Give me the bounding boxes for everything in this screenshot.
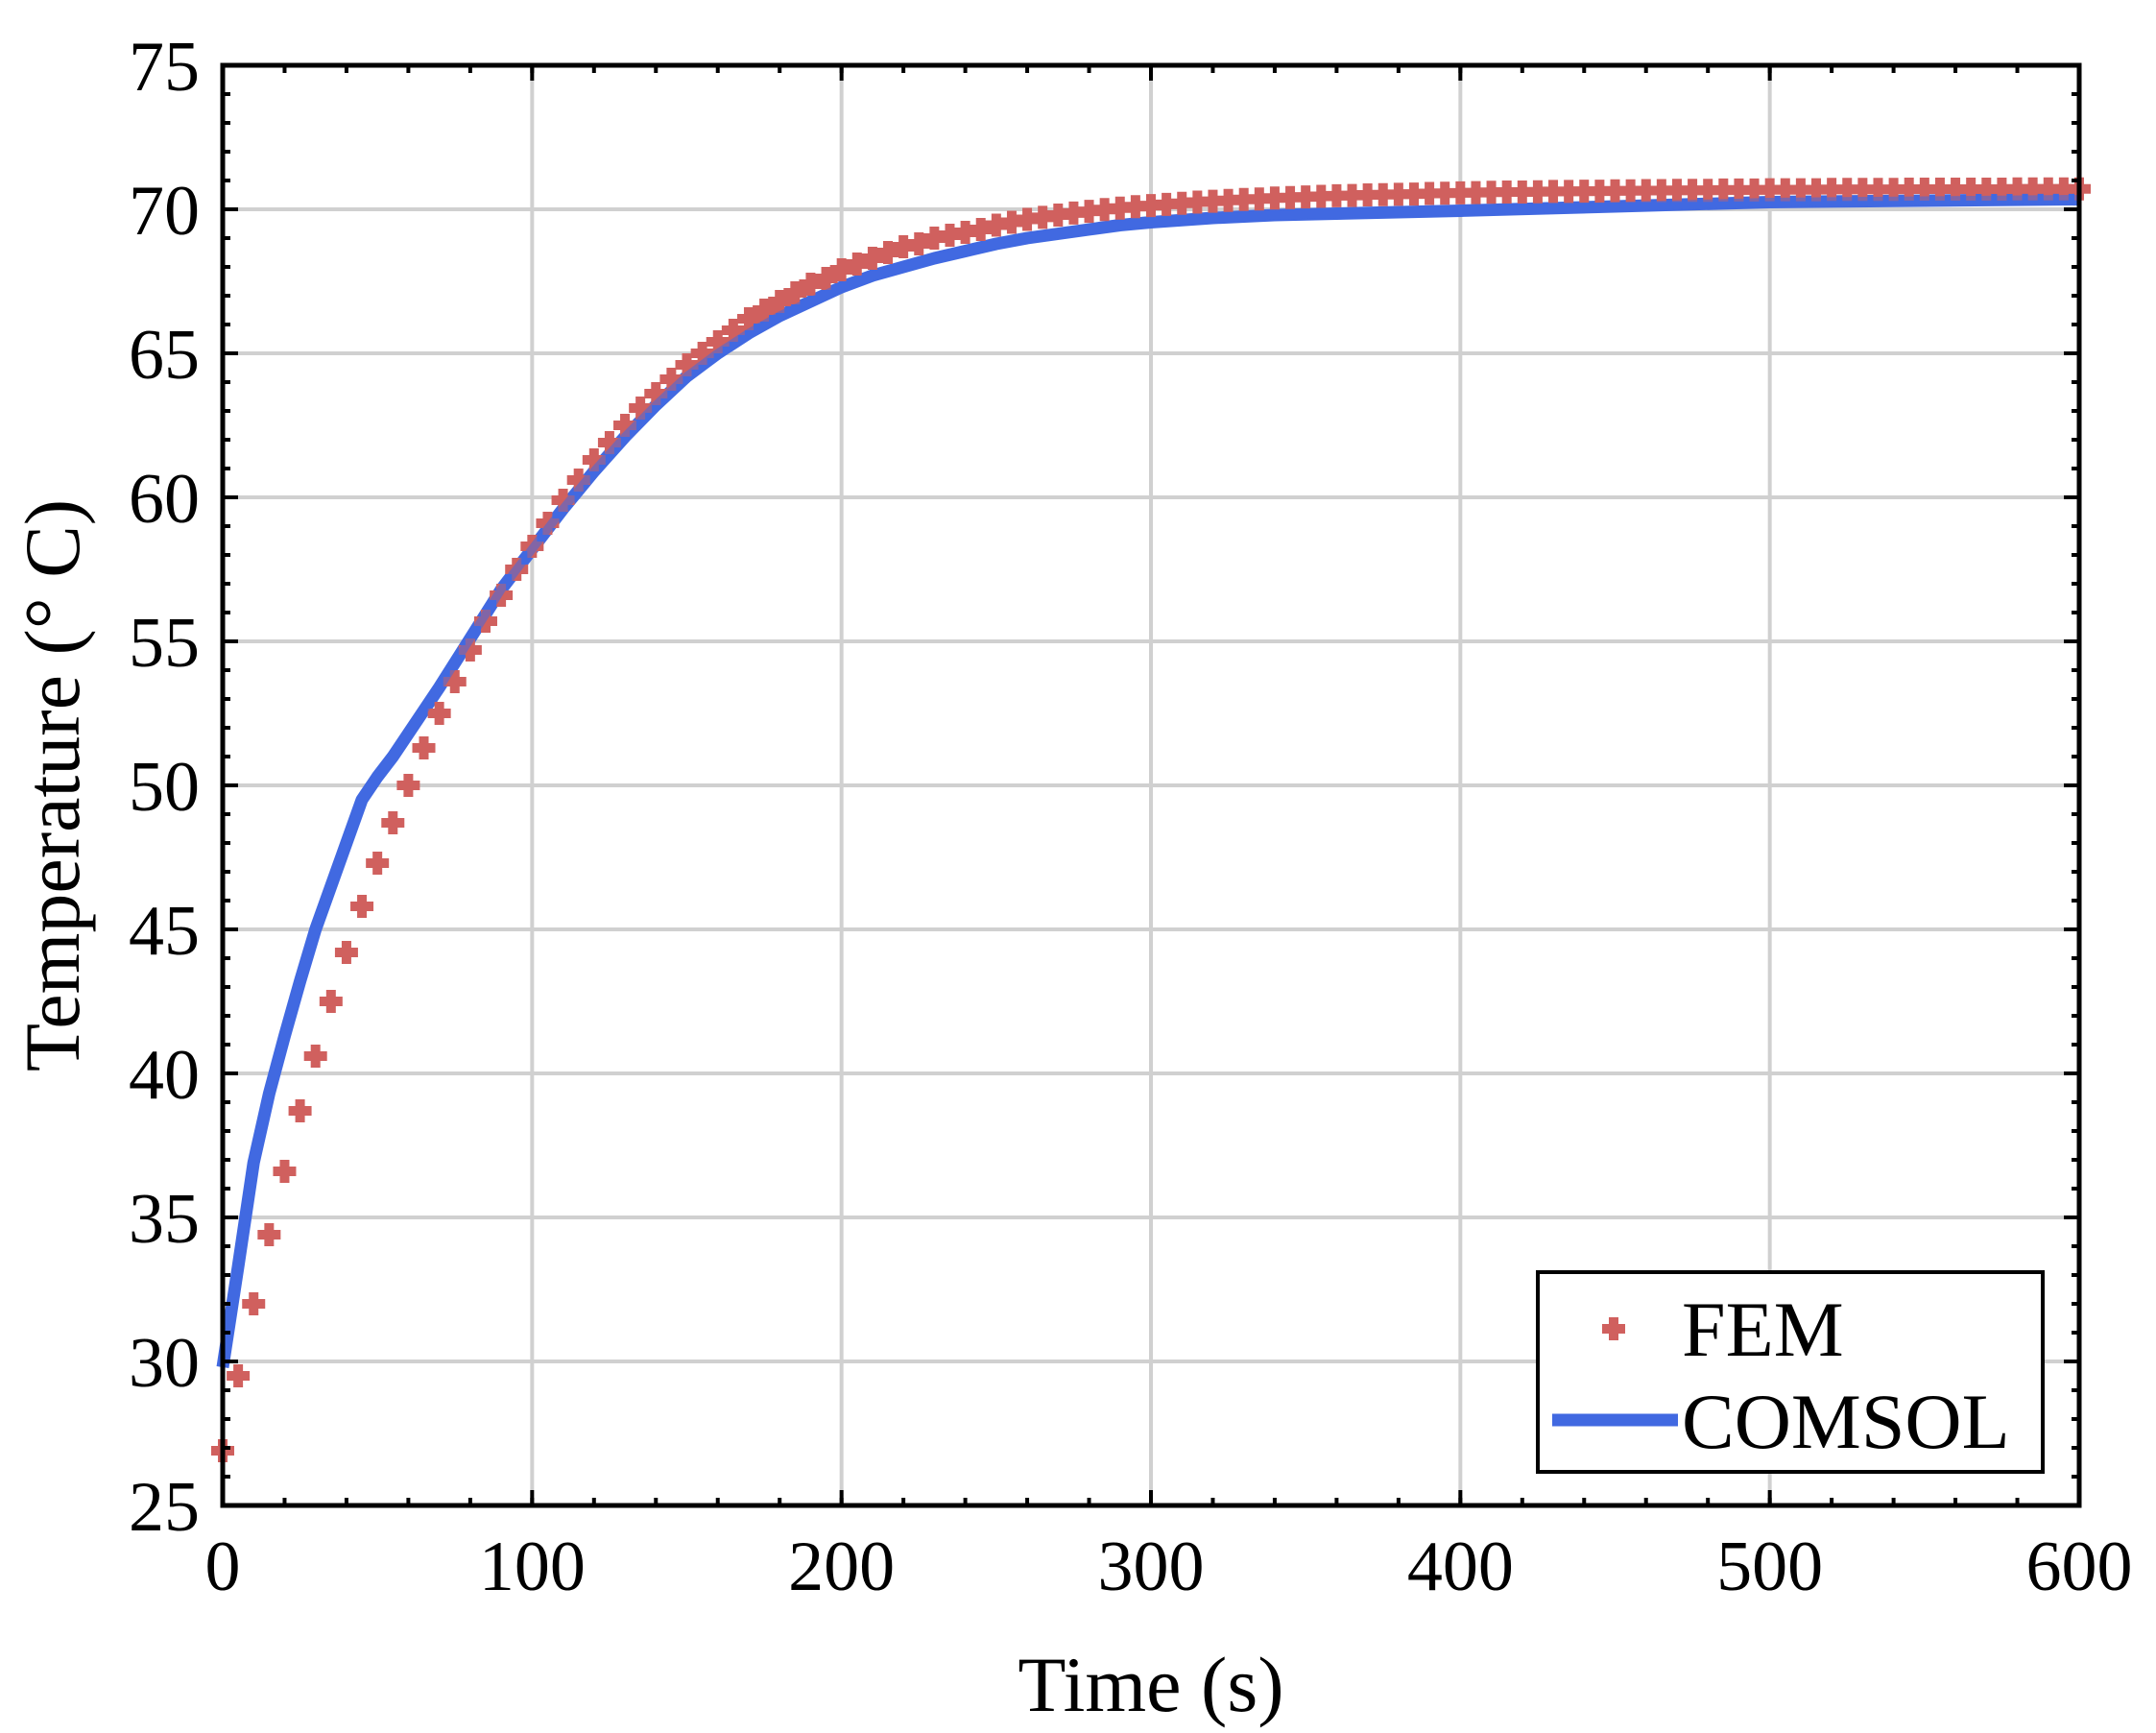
legend-fem-plus [1602,1317,1625,1340]
y-axis-label: Temperature (° C) [9,499,96,1071]
fem-point [334,941,358,964]
series-comsol-line-overlay [218,195,2080,1368]
legend: FEM COMSOL [1536,1270,2045,1474]
y-tick-label: 75 [129,28,200,107]
x-tick-label: 300 [1098,1528,1205,1606]
x-tick-label: 200 [788,1528,895,1606]
fem-point [319,990,343,1013]
x-tick-label: 400 [1407,1528,1514,1606]
fem-point [288,1099,312,1122]
y-tick-label: 35 [129,1180,200,1259]
legend-box [1536,1270,2045,1474]
fem-point [396,774,420,797]
fem-point [860,247,884,270]
fem-point [427,702,451,725]
fem-point [227,1364,251,1387]
y-tick-label: 50 [129,748,200,827]
legend-fem-marker [1602,1317,1625,1340]
fem-point [257,1223,281,1246]
plot-frame [220,62,2082,1508]
y-tick-label: 70 [129,172,200,251]
fem-point [273,1160,297,1183]
x-tick-label: 500 [1716,1528,1823,1606]
y-tick-label: 60 [129,460,200,539]
y-tick-label: 55 [129,604,200,683]
fem-point [845,253,869,276]
fem-point [736,307,760,330]
legend-comsol-label: COMSOL [1682,1378,2010,1465]
fem-point [381,811,405,834]
fem-point [783,281,807,304]
x-axis-label: Time (s) [1018,1641,1283,1728]
x-tick-label: 0 [205,1528,241,1606]
series-layer [211,177,2091,1462]
y-tick-label: 45 [129,892,200,971]
series-fem-points [211,177,2091,1462]
fem-point [768,290,792,313]
fem-point [814,267,838,290]
fem-point [412,736,436,759]
x-tick-label: 100 [479,1528,586,1606]
legend-fem-label: FEM [1682,1286,1844,1373]
fem-point [907,232,931,255]
fem-point [721,319,745,342]
y-tick-label: 65 [129,316,200,395]
y-tick-label: 40 [129,1036,200,1115]
fem-point [876,241,900,264]
fem-point [242,1292,266,1315]
fem-point [799,273,823,296]
fem-point [366,852,390,875]
fem-point [829,258,853,281]
x-tick-label: 600 [2026,1528,2133,1606]
fem-point [350,895,374,918]
fem-point [753,299,777,322]
tick-labels: 0 100 200 300 400 500 600 25 30 35 40 45 50 55 60 65 70 7… [129,28,2133,1606]
y-tick-label: 30 [129,1324,200,1403]
fem-point [303,1045,327,1068]
y-tick-label: 25 [129,1468,200,1547]
